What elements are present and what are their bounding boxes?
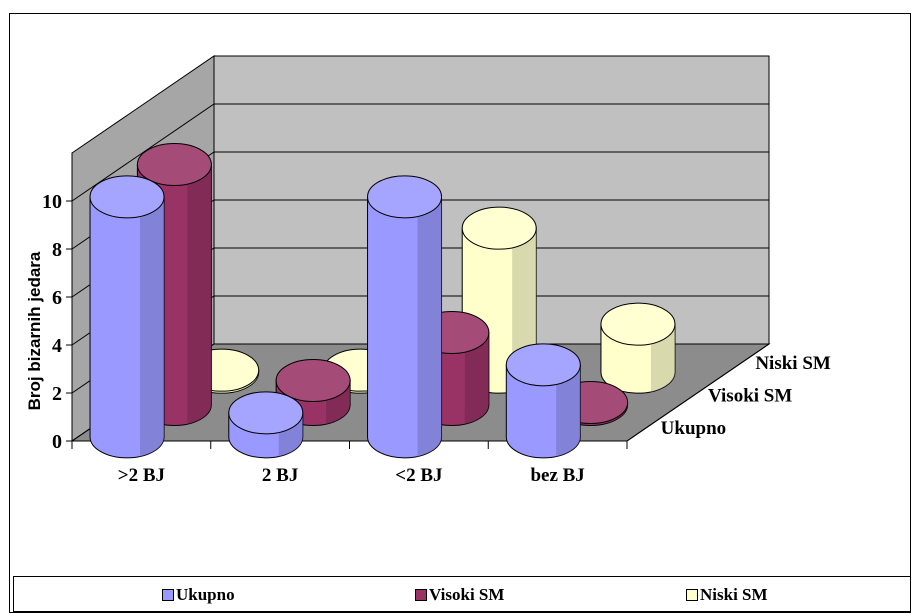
cylinder-top (367, 175, 443, 219)
cylinder-shade (417, 196, 442, 457)
y-tick-label: 2 (52, 383, 62, 405)
legend-swatch-visoki-sm (415, 589, 427, 601)
cylinder-top (275, 359, 351, 402)
legend-label-ukupno: Ukupno (176, 585, 235, 604)
x-category-label: >2 BJ (118, 465, 165, 486)
cylinder-shade (464, 332, 489, 425)
x-category-label: 2 BJ (262, 465, 298, 486)
legend-swatch-niski-sm (686, 589, 698, 601)
legend-label-niski-sm: Niski SM (700, 585, 768, 604)
series-axis-label: Ukupno (661, 418, 727, 439)
y-axis-label: Broj bizarnih jedara (25, 251, 44, 410)
cylinder-bar (228, 391, 304, 459)
chart-plot: 0 2 4 6 8 10 Broj bizarnih jedara >2 BJ 2 BJ <2 B… (25, 55, 831, 486)
cylinder-bar (89, 175, 165, 459)
legend-swatch-ukupno (162, 589, 174, 601)
cylinder-shade (556, 364, 581, 457)
depth-axis-line (626, 343, 770, 442)
y-tick-label: 6 (52, 287, 62, 309)
cylinder-top (461, 206, 537, 250)
cylinder-top (505, 343, 581, 387)
series-axis-label: Niski SM (755, 353, 831, 374)
cylinder-shade (187, 164, 212, 425)
y-tick-label: 0 (52, 431, 62, 453)
y-tick-label: 8 (52, 239, 62, 261)
legend-label-visoki-sm: Visoki SM (429, 585, 505, 604)
cylinder-bar (600, 302, 676, 394)
legend-item-visoki-sm: Visoki SM (415, 585, 504, 605)
cylinder-top (89, 175, 165, 219)
y-tick-label: 10 (42, 191, 62, 213)
gridline (71, 103, 769, 202)
cylinder-top (600, 302, 676, 346)
x-category-label: <2 BJ (395, 465, 442, 486)
y-tick-label: 4 (52, 335, 62, 357)
cylinder-shade (139, 196, 165, 457)
legend-item-ukupno: Ukupno (162, 585, 235, 605)
chart-legend: Ukupno Visoki SM Niski SM (13, 576, 911, 612)
cylinder-top (136, 143, 212, 186)
cylinder-top (228, 391, 304, 435)
cylinder-bar (367, 175, 443, 459)
x-category-label: bez BJ (530, 465, 584, 486)
cylinder-bar (505, 343, 581, 459)
series-axis-label: Visoki SM (708, 386, 792, 407)
legend-item-niski-sm: Niski SM (686, 585, 768, 605)
